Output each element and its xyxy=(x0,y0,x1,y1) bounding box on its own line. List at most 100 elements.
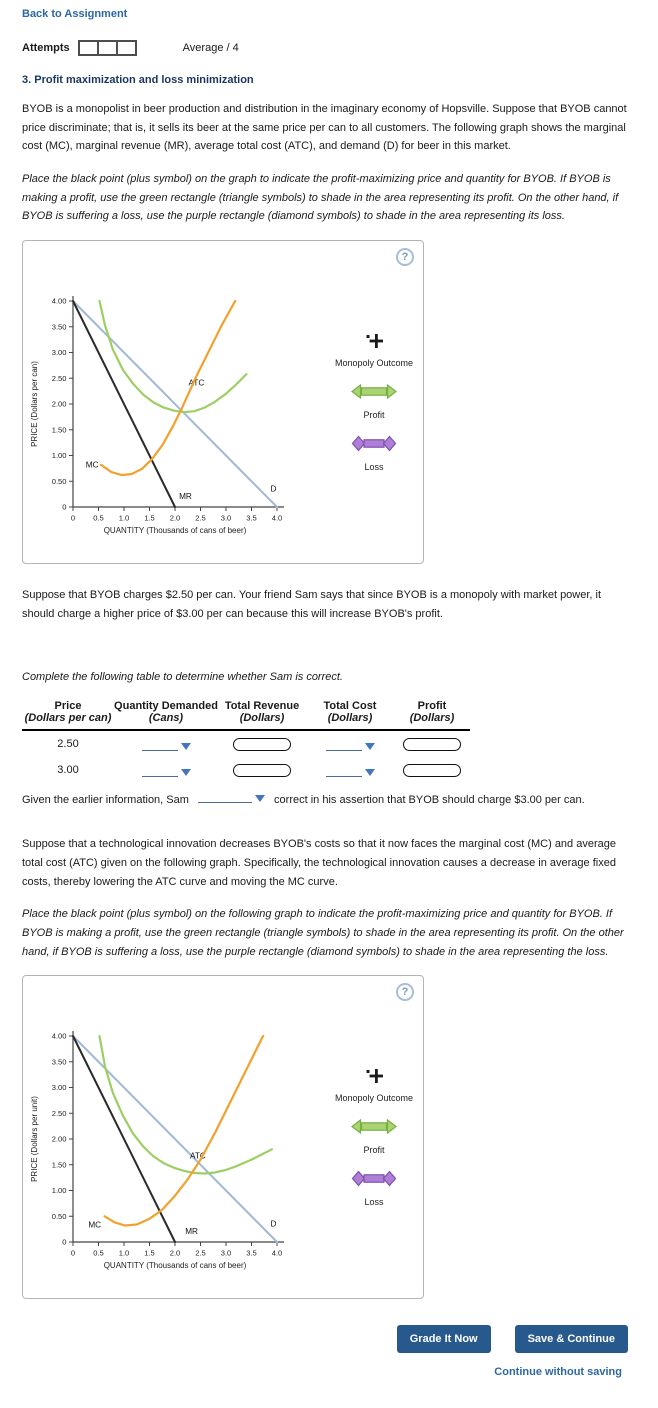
svg-text:3.00: 3.00 xyxy=(52,1083,67,1092)
x-axis: 0 0.5 1.0 1.5 2.0 2.5 3.0 3.5 4.0 xyxy=(71,507,282,523)
loss-rectangle-icon[interactable] xyxy=(351,1169,397,1188)
legend-label-monopoly-outcome: Monopoly Outcome xyxy=(334,1093,414,1104)
attempts-indicator: Attempts Average / 4 xyxy=(22,40,634,56)
col-header-price: Price xyxy=(54,700,82,713)
svg-text:0: 0 xyxy=(71,514,75,523)
attempt-box-3 xyxy=(115,40,137,56)
svg-text:1.50: 1.50 xyxy=(52,1161,67,1170)
sam-comparison-table: Price (Dollars per can) Quantity Demanded… xyxy=(22,700,470,783)
x-axis-title: QUANTITY (Thousands of cans of beer) xyxy=(104,526,247,535)
innovation-paragraph: Suppose that a technological innovation … xyxy=(22,838,616,888)
curve-ATC xyxy=(98,300,248,414)
price-value-row1: 2.50 xyxy=(57,738,79,751)
chevron-down-icon xyxy=(254,795,265,803)
curve-label-D: D xyxy=(270,485,276,494)
y-axis-title: PRICE (Dollars per unit) xyxy=(30,1096,39,1182)
chevron-down-icon xyxy=(364,743,375,751)
attempt-boxes xyxy=(77,40,137,56)
graph-tools-legend-1: Monopoly Outcome Profit Loss xyxy=(327,333,421,486)
graph1-instruction: Place the black point (plus symbol) on t… xyxy=(22,173,619,223)
svg-text:2.5: 2.5 xyxy=(195,514,206,523)
help-icon[interactable]: ? xyxy=(396,983,414,1002)
profit-rectangle-icon[interactable] xyxy=(351,382,397,401)
conclusion-text-pre: Given the earlier information, Sam xyxy=(22,794,189,807)
total-revenue-input-row1[interactable] xyxy=(233,737,291,751)
table-row: 2.50 xyxy=(22,731,470,757)
curve-label-MC: MC xyxy=(86,460,99,469)
svg-text:1.00: 1.00 xyxy=(52,1186,67,1195)
y-axis: 0 0.50 1.00 1.50 2.00 2.50 3.00 3.50 4.00 xyxy=(52,1032,73,1247)
profit-input-row1[interactable] xyxy=(403,737,461,751)
svg-text:2.50: 2.50 xyxy=(52,1109,67,1118)
curve-label-ATC: ATC xyxy=(190,1152,206,1161)
quantity-demanded-select-row1[interactable] xyxy=(141,737,191,752)
svg-text:3.50: 3.50 xyxy=(52,1058,67,1067)
svg-text:2.0: 2.0 xyxy=(170,514,181,523)
svg-text:3.5: 3.5 xyxy=(246,514,257,523)
total-cost-select-row2[interactable] xyxy=(325,763,375,778)
sam-correctness-select[interactable] xyxy=(197,789,265,804)
curve-label-MR: MR xyxy=(179,492,192,501)
monopoly-outcome-point-icon[interactable] xyxy=(366,1068,383,1084)
svg-text:3.5: 3.5 xyxy=(246,1249,257,1258)
chevron-down-icon xyxy=(364,769,375,777)
svg-text:1.0: 1.0 xyxy=(119,1249,130,1258)
average-label: Average / 4 xyxy=(182,42,239,54)
monopoly-graph-2[interactable]: 0 0.50 1.00 1.50 2.00 2.50 3.00 3.50 4.00 0 0.5 1.0… xyxy=(27,1022,327,1284)
monopoly-graph-1[interactable]: 0 0.50 1.00 1.50 2.00 2.50 3.00 3.50 4.00 0 0.5 1.0… xyxy=(27,287,327,549)
action-buttons: Grade It Now Save & Continue xyxy=(22,1325,634,1354)
svg-text:3.00: 3.00 xyxy=(52,348,67,357)
quantity-demanded-select-row2[interactable] xyxy=(141,763,191,778)
question-title: 3. Profit maximization and loss minimiza… xyxy=(22,74,254,86)
curve-label-ATC: ATC xyxy=(189,379,205,388)
axes xyxy=(72,296,284,508)
monopoly-outcome-point-icon[interactable] xyxy=(366,333,383,349)
profit-input-row2[interactable] xyxy=(403,763,461,777)
curve-label-D: D xyxy=(270,1220,276,1229)
attempt-box-2 xyxy=(96,40,118,56)
attempts-label: Attempts xyxy=(22,42,70,54)
svg-text:1.00: 1.00 xyxy=(52,451,67,460)
profit-rectangle-icon[interactable] xyxy=(351,1117,397,1136)
curve-ATC xyxy=(98,1035,273,1175)
svg-text:2.0: 2.0 xyxy=(170,1249,181,1258)
total-cost-select-row1[interactable] xyxy=(325,737,375,752)
table-instruction: Complete the following table to determin… xyxy=(22,670,343,683)
curve-label-MR: MR xyxy=(185,1227,198,1236)
svg-text:0: 0 xyxy=(62,503,66,512)
help-icon[interactable]: ? xyxy=(396,248,414,267)
save-continue-button[interactable]: Save & Continue xyxy=(514,1325,628,1354)
graph-panel-2: ? 0 0.50 1.00 1.50 2.00 2.50 3.00 3.50 4.00 0 0.5 1… xyxy=(22,975,424,1300)
legend-label-monopoly-outcome: Monopoly Outcome xyxy=(334,358,414,369)
svg-text:0.50: 0.50 xyxy=(52,477,67,486)
svg-text:3.0: 3.0 xyxy=(221,1249,232,1258)
col-header-profit: Profit xyxy=(417,700,447,713)
sam-conclusion-sentence: Given the earlier information, Sam corre… xyxy=(22,789,634,811)
total-revenue-input-row2[interactable] xyxy=(233,763,291,777)
svg-text:2.5: 2.5 xyxy=(195,1249,206,1258)
chevron-down-icon xyxy=(180,743,191,751)
svg-text:1.0: 1.0 xyxy=(119,514,130,523)
grade-it-now-button[interactable]: Grade It Now xyxy=(396,1325,491,1354)
svg-text:0.5: 0.5 xyxy=(93,514,104,523)
svg-text:2.00: 2.00 xyxy=(52,400,67,409)
graph-panel-1: ? 0 0.50 1.00 1.50 2.00 2.50 3.00 3.50 4.00 0 0.5 1… xyxy=(22,240,424,565)
continue-without-saving-link[interactable]: Continue without saving xyxy=(494,1366,622,1379)
curve-MC xyxy=(99,300,237,477)
svg-text:0: 0 xyxy=(62,1238,66,1247)
y-axis: 0 0.50 1.00 1.50 2.00 2.50 3.00 3.50 4.00 xyxy=(52,297,73,512)
loss-rectangle-icon[interactable] xyxy=(351,434,397,453)
svg-text:4.00: 4.00 xyxy=(52,1032,67,1041)
curve-D xyxy=(72,300,278,509)
svg-text:3.50: 3.50 xyxy=(52,322,67,331)
back-to-assignment-link[interactable]: Back to Assignment xyxy=(22,8,128,20)
sam-paragraph: Suppose that BYOB charges $2.50 per can.… xyxy=(22,589,602,620)
curve-MC xyxy=(103,1035,265,1227)
legend-label-profit: Profit xyxy=(363,410,385,421)
curve-D xyxy=(72,1035,278,1244)
price-value-row2: 3.00 xyxy=(57,764,79,777)
svg-text:3.0: 3.0 xyxy=(221,514,232,523)
y-axis-title: PRICE (Dollars per can) xyxy=(30,361,39,447)
table-row: 3.00 xyxy=(22,757,470,783)
